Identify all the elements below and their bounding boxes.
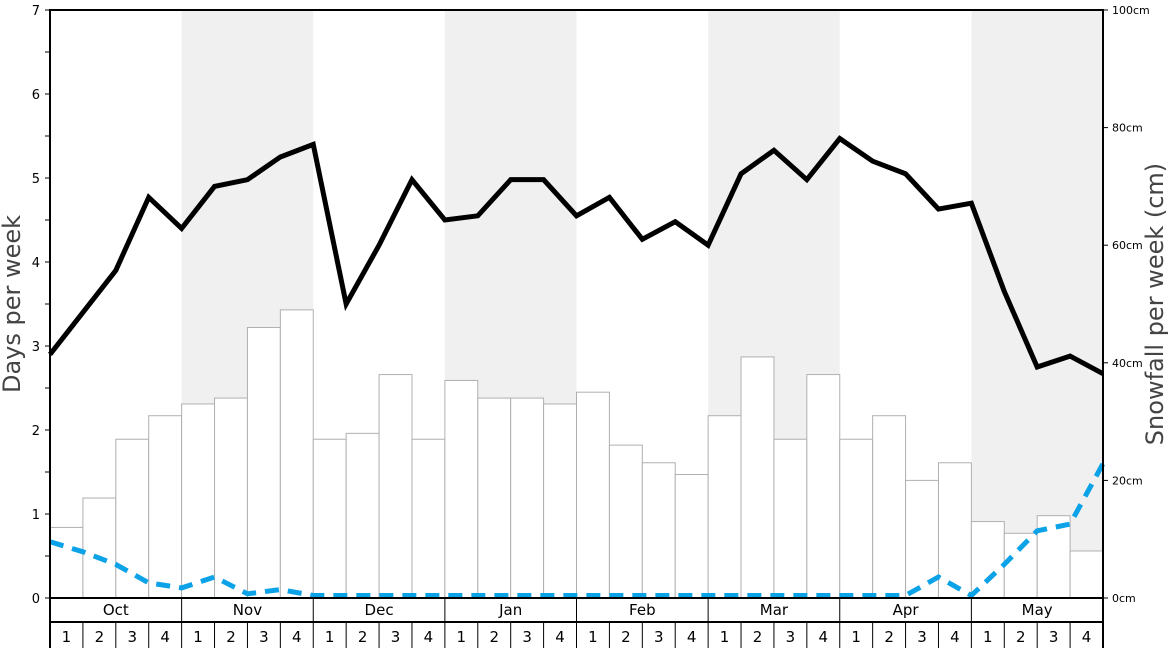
y2-tick-label: 80cm — [1112, 122, 1143, 135]
week-label: 2 — [884, 628, 894, 646]
snowfall-bar — [872, 415, 907, 599]
week-label: 4 — [160, 628, 170, 646]
snowfall-bar — [510, 397, 545, 599]
snowfall-bar — [312, 438, 347, 599]
week-label: 4 — [292, 628, 302, 646]
snowfall-bar — [937, 462, 972, 599]
month-label: Apr — [893, 601, 920, 619]
y-tick-label: 6 — [32, 88, 40, 103]
snowfall-bar — [378, 374, 413, 599]
week-label: 1 — [851, 628, 861, 646]
week-label: 2 — [226, 628, 236, 646]
snowfall-bar — [740, 356, 775, 599]
y-axis-label: Days per week — [0, 215, 26, 393]
week-label: 3 — [259, 628, 269, 646]
week-label: 3 — [1049, 628, 1059, 646]
y2-tick-label: 0cm — [1112, 592, 1136, 605]
snowfall-bar — [576, 391, 610, 599]
month-label: Feb — [629, 601, 656, 619]
y2-tick-label: 60cm — [1112, 239, 1143, 252]
week-label: 1 — [193, 628, 203, 646]
week-label: 2 — [95, 628, 105, 646]
week-label: 2 — [753, 628, 763, 646]
snowfall-bar — [1003, 532, 1038, 599]
snowfall-bar — [543, 403, 577, 599]
snowfall-bar — [148, 415, 183, 599]
month-label: Mar — [760, 601, 789, 619]
week-label: 2 — [489, 628, 499, 646]
week-label: 4 — [1082, 628, 1092, 646]
week-label: 1 — [325, 628, 335, 646]
week-label: 3 — [786, 628, 796, 646]
week-label: 3 — [654, 628, 664, 646]
y2-axis-label: Snowfall per week (cm) — [1141, 163, 1168, 445]
week-label: 1 — [983, 628, 993, 646]
snowfall-bar — [970, 521, 1005, 599]
snowfall-bar — [214, 397, 248, 599]
snowfall-bar — [411, 438, 446, 599]
snow-days-line — [48, 135, 1105, 376]
y2-tick-label: 20cm — [1112, 474, 1143, 487]
snowfall-bar — [246, 327, 281, 599]
y-tick-label: 3 — [32, 340, 40, 355]
snowfall-bar — [806, 374, 841, 599]
y2-tick-label: 40cm — [1112, 357, 1143, 370]
month-shade — [971, 10, 1103, 598]
week-label: 4 — [424, 628, 434, 646]
snowfall-bar — [839, 438, 874, 599]
week-label: 2 — [1016, 628, 1026, 646]
y-tick-label: 4 — [32, 256, 40, 271]
snowfall-bar — [707, 415, 742, 599]
week-label: 4 — [819, 628, 829, 646]
snowfall-bar — [608, 444, 643, 599]
snowfall-bar — [773, 438, 808, 599]
snowfall-bar — [444, 379, 479, 599]
snowfall-bar — [1069, 550, 1104, 599]
week-label: 3 — [917, 628, 927, 646]
snowfall-bar — [49, 526, 84, 599]
y-tick-label: 5 — [32, 172, 40, 187]
month-label: Nov — [233, 601, 262, 619]
week-label: 2 — [621, 628, 631, 646]
week-label: 3 — [522, 628, 532, 646]
week-label: 1 — [62, 628, 72, 646]
snowfall-bar — [181, 403, 216, 599]
month-label: Dec — [365, 601, 394, 619]
month-label: Oct — [103, 601, 129, 619]
y-tick-label: 1 — [32, 508, 40, 523]
week-label: 1 — [588, 628, 598, 646]
y-tick-label: 7 — [32, 4, 40, 19]
y2-tick-label: 100cm — [1112, 4, 1150, 17]
snowfall-bar — [279, 309, 314, 599]
snowfall-bar — [345, 432, 380, 599]
y-tick-label: 2 — [32, 424, 40, 439]
week-label: 1 — [457, 628, 467, 646]
dashed-series-line — [49, 462, 1106, 599]
snowfall-bar — [641, 462, 676, 599]
snowfall-bar — [674, 474, 709, 599]
week-label: 1 — [720, 628, 730, 646]
month-label: Jan — [498, 601, 522, 619]
snowfall-bar — [82, 497, 117, 599]
week-label: 3 — [127, 628, 137, 646]
week-label: 4 — [950, 628, 960, 646]
month-label: May — [1022, 601, 1053, 619]
y-tick-label: 0 — [32, 592, 40, 607]
snowfall-bar — [477, 397, 512, 599]
week-label: 2 — [358, 628, 368, 646]
snowfall-bar — [115, 438, 150, 599]
week-label: 3 — [391, 628, 401, 646]
week-label: 4 — [555, 628, 565, 646]
week-label: 4 — [687, 628, 697, 646]
